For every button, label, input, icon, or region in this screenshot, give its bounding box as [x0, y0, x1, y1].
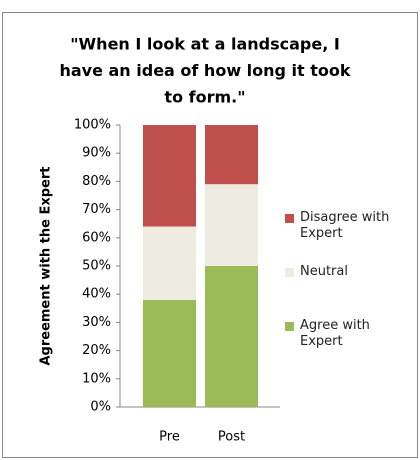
bar-segment: [143, 125, 196, 227]
y-tick-label: 90%: [82, 146, 111, 161]
legend-label: Disagree with Expert: [300, 210, 390, 241]
chart-title: have an idea of how long it took: [59, 61, 350, 80]
y-tick-label: 40%: [82, 287, 111, 302]
y-tick-label: 30%: [82, 315, 111, 330]
y-tick-label: 60%: [82, 230, 111, 245]
x-tick-label: Pre: [159, 430, 180, 445]
legend-label: Agree with Expert: [300, 318, 370, 349]
bar-segment: [205, 266, 258, 407]
legend-item: Neutral: [285, 264, 405, 280]
legend-item: Agree with Expert: [285, 318, 405, 350]
legend-swatch: [285, 322, 294, 331]
y-axis-title: Agreement with the Expert: [39, 166, 54, 365]
bar-segment: [205, 184, 258, 266]
legend-swatch: [285, 268, 294, 277]
chart-title: "When I look at a landscape, I: [70, 35, 340, 54]
y-tick-label: 70%: [82, 202, 111, 217]
legend-label: Neutral: [300, 264, 348, 279]
legend-swatch: [285, 214, 294, 223]
bar-segment: [205, 125, 258, 185]
legend-item: Disagree with Expert: [285, 210, 405, 242]
y-tick-label: 100%: [74, 118, 111, 133]
y-tick-label: 80%: [82, 174, 111, 189]
x-tick-label: Post: [218, 430, 245, 445]
bar-segment: [143, 299, 196, 407]
y-tick-label: 50%: [82, 259, 111, 274]
y-tick-label: 20%: [82, 343, 111, 358]
bar-segment: [143, 226, 196, 300]
y-tick-label: 0%: [90, 400, 111, 415]
chart-title: to form.": [164, 88, 245, 107]
y-tick-label: 10%: [82, 371, 111, 386]
